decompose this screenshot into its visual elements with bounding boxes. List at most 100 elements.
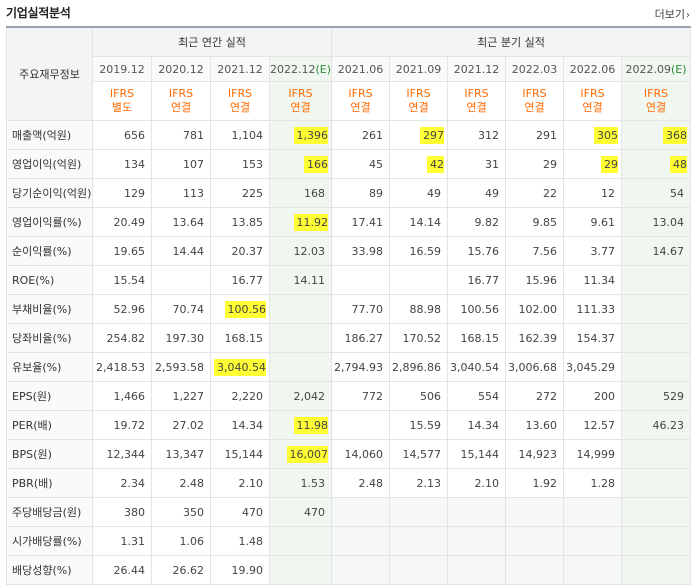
period-header: 2020.12 — [151, 56, 211, 82]
table-row: 영업이익률(%) 20.49 13.64 13.85 11.92 17.41 14.14 9.… — [6, 207, 692, 237]
cell-value: 12,344 — [106, 447, 146, 461]
cell-value: 13.64 — [172, 215, 205, 229]
annual-group-header: 최근 연간 실적 — [91, 26, 333, 57]
table-cell: 2,794.93 — [331, 352, 391, 382]
cell-value: 186.27 — [344, 331, 384, 345]
cell-value: 15,144 — [224, 447, 264, 461]
table-cell — [331, 265, 391, 295]
table-cell: 2,042 — [268, 381, 333, 411]
accounting-standard-header: IFRS 별도 — [92, 81, 152, 121]
cell-value: 89 — [369, 186, 384, 200]
cell-value: 312 — [478, 128, 500, 142]
table-cell: 7.56 — [505, 236, 565, 266]
table-cell: 15,144 — [210, 439, 270, 469]
cell-value: 88.98 — [409, 302, 442, 316]
cell-value: 200 — [594, 389, 616, 403]
table-cell — [331, 410, 391, 440]
accounting-standard-header: IFRS 연결 — [621, 81, 692, 121]
table-row: 부채비율(%) 52.96 70.74 100.56 77.70 88.98 100.56 1… — [6, 294, 692, 324]
standard-top-label: IFRS — [168, 87, 194, 100]
table-cell: 16.77 — [447, 265, 507, 295]
table-cell: 2,418.53 — [92, 352, 152, 382]
table-cell: 54 — [621, 178, 692, 208]
accounting-standard-header: IFRS 연결 — [331, 81, 391, 121]
table-cell: 291 — [505, 120, 565, 150]
cell-value: 102.00 — [518, 302, 558, 316]
table-cell: 12,344 — [92, 439, 152, 469]
cell-value: 33.98 — [351, 244, 384, 258]
cell-value: 14.11 — [293, 273, 326, 287]
more-label[interactable]: 더보기 — [654, 8, 685, 21]
row-label: 영업이익률(%) — [6, 207, 93, 237]
cell-value: 166 — [304, 155, 329, 173]
table-cell: 656 — [92, 120, 152, 150]
table-row: EPS(원) 1,466 1,227 2,220 2,042 772 506 554 272 20… — [6, 381, 692, 411]
cell-value: 26.44 — [113, 563, 146, 577]
period-label: 2022.12 — [270, 62, 316, 76]
table-cell: 506 — [389, 381, 449, 411]
table-cell: 154.37 — [563, 323, 623, 353]
table-cell — [505, 526, 565, 556]
cell-value: 3,040.54 — [214, 358, 266, 376]
cell-value: 350 — [183, 505, 204, 519]
table-header: 주요재무정보 최근 연간 실적 최근 분기 실적 2019.12 2020.12 2… — [6, 26, 692, 121]
table-cell: 1,396 — [268, 120, 333, 150]
cell-value: 27.02 — [172, 418, 205, 432]
row-label: PBR(배) — [6, 468, 93, 498]
table-cell: 554 — [447, 381, 507, 411]
cell-value: 15.54 — [113, 273, 146, 287]
cell-value: 13.60 — [525, 418, 558, 432]
row-label: 당기순이익(억원) — [6, 178, 93, 208]
cell-value: 14,999 — [576, 447, 616, 461]
standard-bottom-label: 연결 — [408, 101, 429, 114]
row-header-label: 주요재무정보 — [6, 26, 93, 121]
accounting-standard-header: IFRS 연결 — [151, 81, 211, 121]
cell-value: 2,593.58 — [155, 360, 204, 374]
row-label: 매출액(억원) — [6, 120, 93, 150]
table-cell — [621, 468, 692, 498]
cell-value: 12.03 — [293, 244, 326, 258]
cell-value: 1,466 — [113, 389, 146, 403]
table-cell: 13.04 — [621, 207, 692, 237]
cell-value: 554 — [478, 389, 500, 403]
cell-value: 19.90 — [231, 563, 264, 577]
period-label: 2022.09 — [625, 62, 672, 76]
cell-value: 2,418.53 — [96, 360, 145, 374]
cell-value: 100.56 — [460, 302, 500, 316]
table-row: PER(배) 19.72 27.02 14.34 11.98 15.59 14.34 13.6… — [6, 410, 692, 440]
table-cell: 1.28 — [563, 468, 623, 498]
table-cell: 2.34 — [92, 468, 152, 498]
more-link[interactable]: 더보기› — [655, 6, 690, 22]
standard-top-label: IFRS — [288, 87, 313, 100]
table-cell — [621, 265, 692, 295]
cell-value: 70.74 — [172, 302, 205, 316]
table-cell: 470 — [210, 497, 270, 527]
row-label: 당좌비율(%) — [6, 323, 93, 353]
table-cell: 3,040.54 — [447, 352, 507, 382]
table-cell: 19.72 — [92, 410, 152, 440]
standard-bottom-label: 연결 — [645, 101, 667, 114]
standard-bottom-label: 별도 — [111, 101, 133, 114]
cell-value: 1.53 — [300, 476, 326, 490]
table-cell: 20.37 — [210, 236, 270, 266]
cell-value: 1,396 — [293, 126, 329, 144]
table-cell — [447, 526, 507, 556]
cell-value: 14.67 — [652, 244, 685, 258]
table-cell: 29 — [563, 149, 623, 179]
standard-top-label: IFRS — [406, 87, 431, 100]
cell-value: 2.48 — [179, 476, 205, 490]
cell-value: 2.48 — [358, 476, 384, 490]
table-cell — [268, 555, 333, 585]
cell-value: 20.37 — [231, 244, 264, 258]
table-cell: 12 — [563, 178, 623, 208]
cell-value: 14,923 — [518, 447, 558, 461]
standard-bottom-label: 연결 — [466, 101, 487, 114]
cell-value: 52.96 — [113, 302, 146, 316]
table-cell: 2.48 — [331, 468, 391, 498]
table-cell: 26.44 — [92, 555, 152, 585]
cell-value: 1.48 — [238, 534, 264, 548]
period-header: 2021.12 — [210, 56, 270, 82]
cell-value: 14.14 — [409, 215, 442, 229]
table-cell: 1,466 — [92, 381, 152, 411]
cell-value: 254.82 — [106, 331, 146, 345]
